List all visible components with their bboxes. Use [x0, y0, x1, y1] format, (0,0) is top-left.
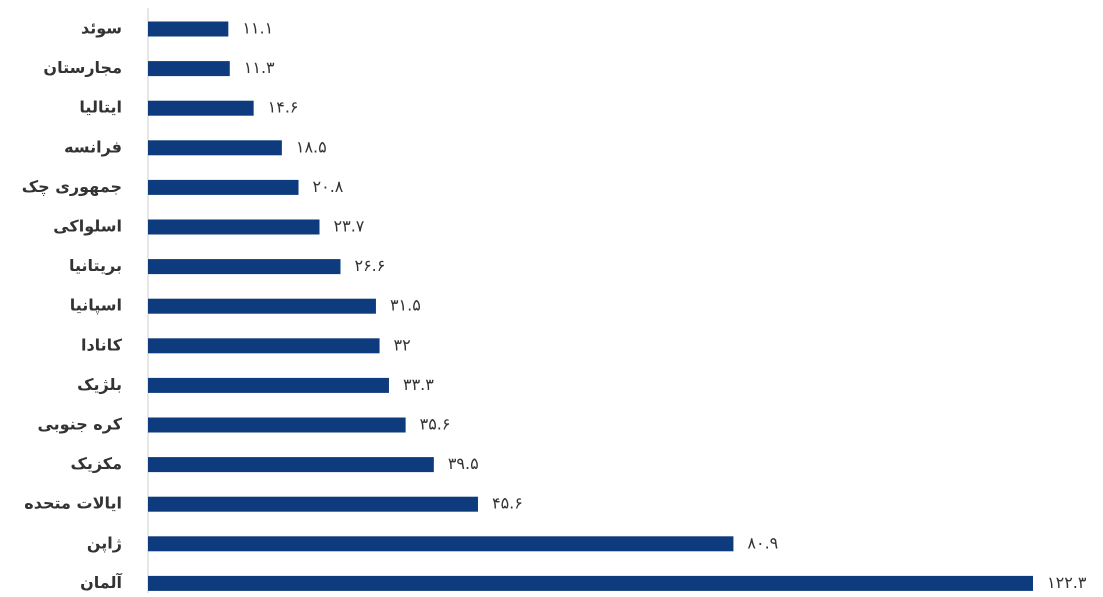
category-label: ایالات متحده	[24, 494, 122, 513]
value-label: ۳۵.۶	[420, 415, 451, 434]
bar	[148, 219, 320, 235]
bar	[148, 338, 380, 354]
category-label: ژاپن	[87, 533, 122, 553]
bar	[148, 21, 229, 37]
bar	[148, 140, 282, 156]
value-label: ۳۳.۳	[403, 375, 434, 394]
category-label: کره جنوبی	[37, 415, 122, 434]
bar	[148, 259, 341, 275]
value-label: ۸۰.۹	[747, 533, 778, 552]
value-label: ۱۲۲.۳	[1047, 573, 1087, 592]
value-label: ۳۹.۵	[448, 454, 479, 473]
value-label: ۱۸.۵	[296, 137, 327, 156]
bar	[148, 457, 434, 473]
category-label: فرانسه	[64, 137, 122, 156]
category-label: مجارستان	[43, 58, 122, 77]
category-label: ایتالیا	[79, 98, 122, 117]
category-label: اسپانیا	[70, 296, 122, 316]
category-label: آلمان	[80, 572, 122, 592]
value-label: ۱۱.۱	[242, 19, 273, 38]
value-label: ۳۱.۵	[390, 296, 421, 315]
bar	[148, 179, 299, 195]
category-label: سوئد	[81, 19, 122, 38]
bar	[148, 417, 406, 433]
bar	[148, 377, 389, 393]
bar	[148, 536, 734, 552]
value-label: ۲۳.۷	[334, 217, 365, 236]
category-label: بلژیک	[77, 375, 122, 394]
value-label: ۲۶.۶	[354, 256, 385, 275]
category-label: جمهوری چک	[22, 177, 122, 197]
bar	[148, 298, 376, 314]
value-label: ۳۲	[394, 335, 411, 354]
bar	[148, 61, 230, 77]
value-label: ۲۰.۸	[313, 177, 344, 196]
bar	[148, 575, 1033, 591]
value-label: ۱۱.۳	[244, 58, 275, 77]
category-label: بریتانیا	[69, 256, 122, 275]
value-label: ۴۵.۶	[492, 494, 523, 513]
category-label: مکزیک	[70, 454, 122, 473]
bar	[148, 496, 478, 512]
category-label: کانادا	[81, 335, 123, 354]
category-label: اسلواکی	[53, 217, 122, 236]
bar	[148, 100, 254, 116]
value-label: ۱۴.۶	[268, 98, 299, 117]
